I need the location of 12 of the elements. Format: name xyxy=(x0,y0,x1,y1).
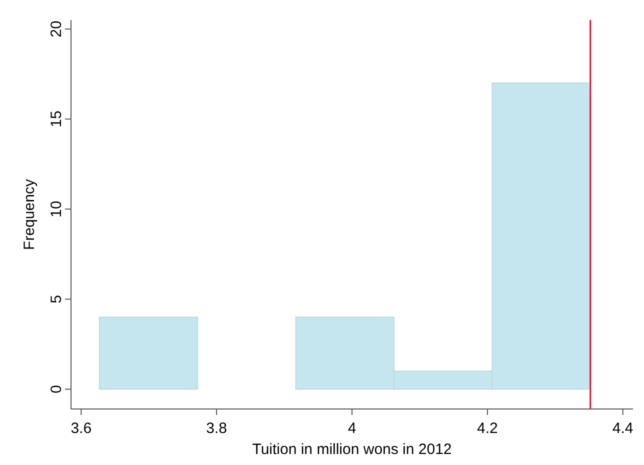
x-tick-label: 3.6 xyxy=(70,420,92,437)
y-tick-label: 10 xyxy=(48,200,65,218)
y-tick-label: 5 xyxy=(48,294,65,304)
x-tick-label: 4.2 xyxy=(476,420,498,437)
x-axis-title: Tuition in million wons in 2012 xyxy=(252,441,452,458)
x-tick-label: 4.4 xyxy=(612,420,634,437)
y-tick-label: 20 xyxy=(48,20,65,38)
x-tick-label: 3.8 xyxy=(206,420,228,437)
y-tick-label: 0 xyxy=(48,385,65,394)
x-tick-label: 4 xyxy=(348,420,356,437)
y-tick-label: 15 xyxy=(48,110,65,128)
y-axis-title: Frequency xyxy=(21,178,38,250)
